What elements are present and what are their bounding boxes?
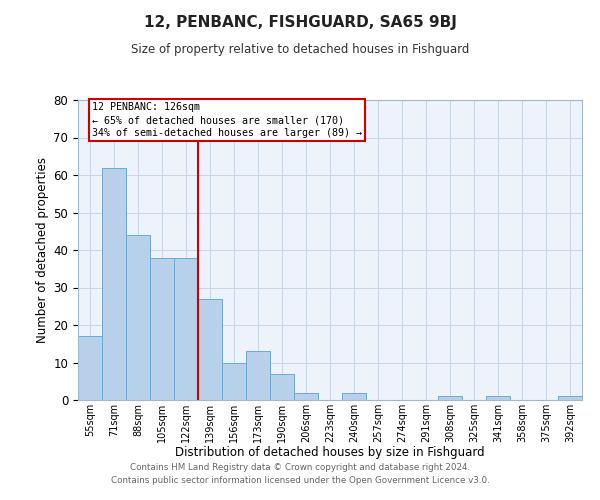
Bar <box>126 235 150 400</box>
Bar <box>222 362 246 400</box>
X-axis label: Distribution of detached houses by size in Fishguard: Distribution of detached houses by size … <box>175 446 485 460</box>
Bar <box>102 168 126 400</box>
Bar <box>270 374 294 400</box>
Text: 12 PENBANC: 126sqm
← 65% of detached houses are smaller (170)
34% of semi-detach: 12 PENBANC: 126sqm ← 65% of detached hou… <box>92 102 362 139</box>
Bar <box>294 392 318 400</box>
Bar <box>438 396 462 400</box>
Bar <box>198 298 222 400</box>
Bar <box>174 258 198 400</box>
Bar <box>78 336 102 400</box>
Bar <box>558 396 582 400</box>
Bar <box>150 258 174 400</box>
Bar <box>486 396 510 400</box>
Text: Size of property relative to detached houses in Fishguard: Size of property relative to detached ho… <box>131 42 469 56</box>
Text: 12, PENBANC, FISHGUARD, SA65 9BJ: 12, PENBANC, FISHGUARD, SA65 9BJ <box>143 15 457 30</box>
Text: Contains HM Land Registry data © Crown copyright and database right 2024.
Contai: Contains HM Land Registry data © Crown c… <box>110 464 490 485</box>
Bar <box>246 351 270 400</box>
Y-axis label: Number of detached properties: Number of detached properties <box>36 157 49 343</box>
Bar <box>342 392 366 400</box>
